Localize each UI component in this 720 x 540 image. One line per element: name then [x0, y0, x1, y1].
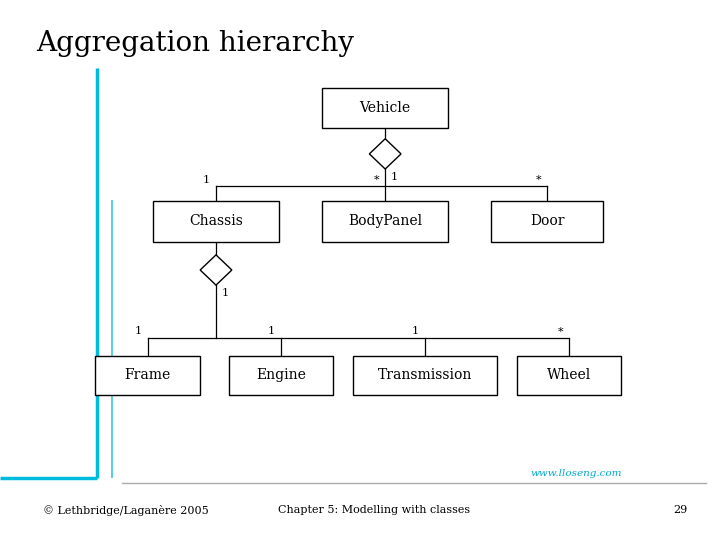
Text: Wheel: Wheel: [546, 368, 591, 382]
Bar: [323, 87, 448, 128]
Text: Door: Door: [530, 214, 564, 228]
Text: *: *: [536, 175, 541, 185]
Bar: [353, 356, 497, 395]
Text: Aggregation hierarchy: Aggregation hierarchy: [36, 30, 354, 57]
Text: Vehicle: Vehicle: [359, 101, 411, 115]
Text: Engine: Engine: [256, 368, 306, 382]
Text: 29: 29: [673, 505, 688, 515]
Text: Transmission: Transmission: [377, 368, 472, 382]
Text: *: *: [557, 326, 563, 336]
Text: 1: 1: [391, 172, 398, 182]
Text: 1: 1: [268, 326, 275, 336]
Text: www.lloseng.com: www.lloseng.com: [530, 469, 622, 478]
Text: 1: 1: [222, 288, 229, 298]
Bar: [491, 201, 603, 241]
Text: © Lethbridge/Laganère 2005: © Lethbridge/Laganère 2005: [43, 505, 209, 516]
Polygon shape: [369, 139, 401, 169]
Text: *: *: [374, 175, 379, 185]
Bar: [229, 356, 333, 395]
Text: 1: 1: [412, 326, 419, 336]
Polygon shape: [200, 255, 232, 285]
Text: Frame: Frame: [125, 368, 171, 382]
Bar: [153, 201, 279, 241]
Bar: [95, 356, 199, 395]
Bar: [517, 356, 621, 395]
Text: Chapter 5: Modelling with classes: Chapter 5: Modelling with classes: [279, 505, 470, 515]
Text: 1: 1: [135, 326, 142, 336]
Bar: [323, 201, 448, 241]
Text: BodyPanel: BodyPanel: [348, 214, 422, 228]
Text: 1: 1: [203, 175, 210, 185]
Text: Chassis: Chassis: [189, 214, 243, 228]
